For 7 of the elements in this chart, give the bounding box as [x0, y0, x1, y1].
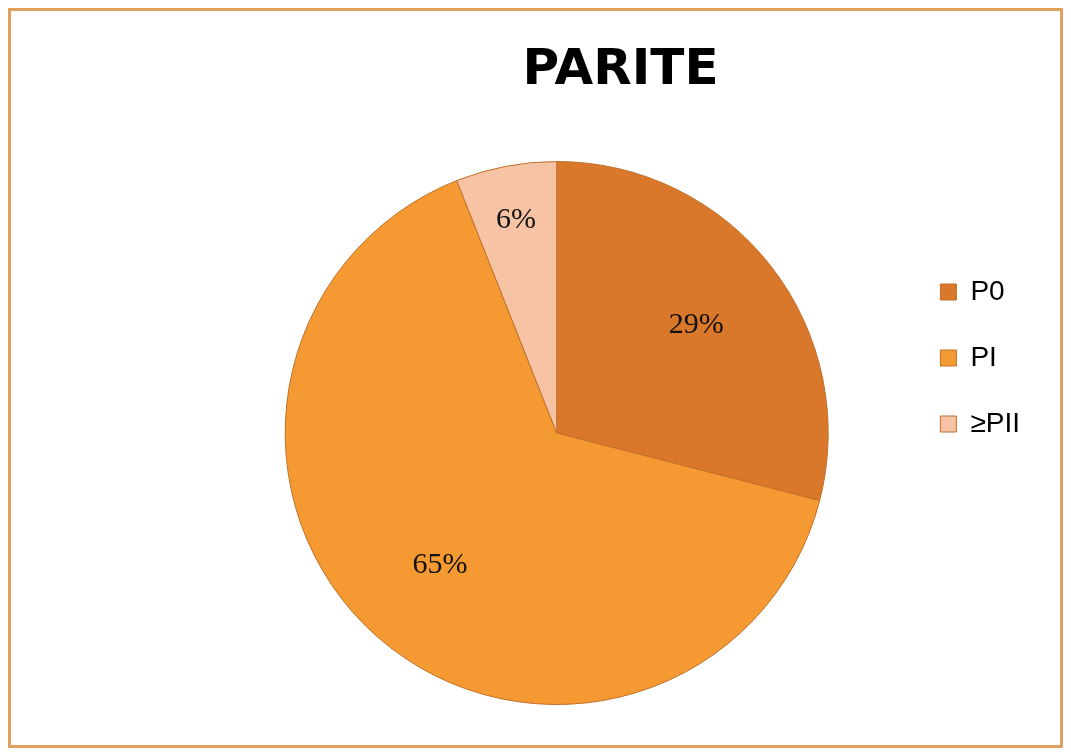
data-label: 6%: [496, 200, 536, 234]
data-label: 65%: [412, 546, 468, 580]
data-label: 29%: [668, 305, 724, 339]
chart-title: PARITE: [522, 37, 719, 96]
legend-label: P0: [970, 274, 1005, 306]
legend-label: ≥PII: [970, 406, 1021, 438]
legend-label: PI: [970, 340, 997, 372]
